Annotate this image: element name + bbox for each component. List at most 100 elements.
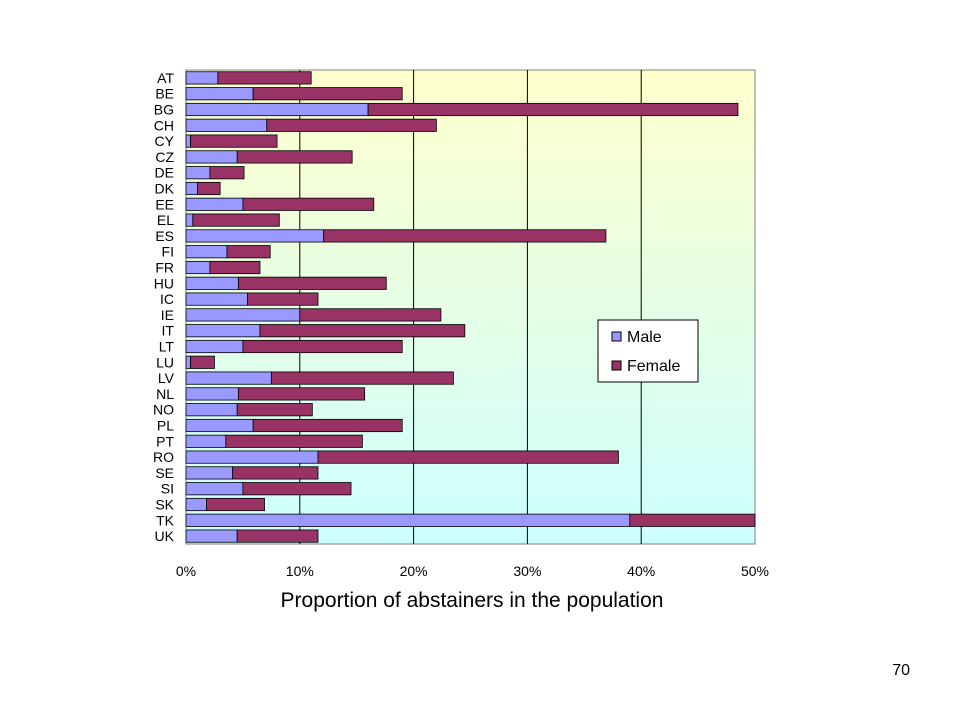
bar-female-ic (247, 292, 319, 306)
x-tick-label: 0% (176, 563, 196, 579)
bar-female-it (259, 324, 466, 338)
bars (185, 71, 756, 543)
category-label-cz: CZ (155, 149, 174, 165)
bar-male-lt (185, 339, 244, 354)
x-tick-label: 40% (627, 563, 655, 579)
bar-female-dk (196, 181, 221, 196)
plot-area (185, 69, 756, 545)
bar-female-es (323, 229, 607, 243)
x-tick-labels: 0% 10% 20% 30% 40% 50% (176, 563, 769, 579)
bar-female-fi (226, 245, 271, 259)
category-label-fr: FR (155, 260, 174, 276)
bar-male-ch (185, 118, 268, 132)
x-tick-label: 20% (400, 563, 428, 579)
category-label-lv: LV (158, 370, 175, 386)
legend-swatch-female (611, 360, 622, 371)
category-label-fi: FI (162, 244, 174, 260)
category-label-uk: UK (155, 528, 175, 544)
bar-male-tk (185, 513, 631, 527)
bar-male-no (185, 403, 238, 417)
category-label-bg: BG (154, 102, 174, 118)
bar-female-si (242, 482, 352, 496)
x-tick-label: 50% (741, 563, 769, 579)
bar-male-ic (185, 292, 248, 306)
bar-male-dk (185, 181, 198, 196)
bar-female-at (217, 71, 312, 85)
bar-male-lu (185, 355, 191, 369)
category-label-de: DE (155, 165, 174, 181)
category-label-ro: RO (153, 449, 174, 465)
bar-male-at (185, 71, 219, 85)
page-number: 70 (892, 662, 910, 679)
bar-female-ee (242, 197, 375, 211)
category-label-es: ES (155, 228, 174, 244)
bar-male-ee (185, 197, 244, 211)
bar-female-be (252, 87, 403, 101)
legend-label-female: Female (627, 358, 680, 375)
category-label-ee: EE (155, 196, 174, 212)
bar-female-fr (209, 260, 261, 275)
category-label-el: EL (157, 212, 174, 228)
bar-female-nl (237, 387, 366, 401)
category-label-tk: TK (156, 512, 175, 528)
bar-male-es (185, 229, 325, 243)
bar-female-ro (317, 450, 619, 464)
category-label-no: NO (153, 402, 174, 418)
bar-male-it (185, 324, 261, 338)
legend: Male Female (597, 319, 699, 383)
category-label-nl: NL (156, 386, 174, 402)
bar-male-pt (185, 434, 227, 448)
bar-male-bg (185, 102, 369, 117)
category-label-ie: IE (161, 307, 174, 323)
bar-female-lu (190, 355, 215, 369)
bar-female-lv (270, 371, 454, 385)
bar-female-de (209, 166, 245, 180)
bar-male-hu (185, 276, 239, 290)
legend-swatch-male (611, 331, 622, 342)
bar-male-fi (185, 245, 228, 259)
bar-female-pl (252, 418, 403, 433)
bar-male-lv (185, 371, 272, 385)
bar-female-uk (236, 529, 319, 543)
category-label-ic: IC (160, 291, 174, 307)
bar-female-hu (237, 276, 387, 290)
category-label-lt: LT (159, 339, 175, 355)
bar-male-ro (185, 450, 319, 464)
bar-male-el (185, 213, 194, 227)
category-label-ch: CH (154, 117, 174, 133)
category-label-si: SI (161, 481, 174, 497)
category-label-it: IT (162, 323, 175, 339)
x-tick-label: 30% (513, 563, 541, 579)
x-axis-title: Proportion of abstainers in the populati… (281, 589, 664, 612)
bar-male-uk (185, 529, 238, 543)
bar-male-sk (185, 497, 207, 512)
bar-female-bg (367, 102, 739, 117)
bar-female-pt (225, 434, 363, 448)
bar-male-ie (185, 308, 301, 322)
bar-male-cz (185, 150, 238, 164)
bar-female-el (192, 213, 280, 227)
category-label-at: AT (157, 70, 174, 86)
category-label-pl: PL (157, 418, 174, 434)
category-label-dk: DK (155, 181, 175, 197)
bar-female-se (232, 466, 319, 480)
bar-female-ie (299, 308, 442, 322)
bar-male-nl (185, 387, 239, 401)
legend-label-male: Male (627, 329, 662, 346)
bar-female-cz (236, 150, 353, 164)
bar-male-pl (185, 418, 254, 433)
bar-male-be (185, 87, 254, 101)
category-label-sk: SK (155, 497, 174, 513)
x-tick-label: 10% (286, 563, 314, 579)
category-labels: ATBEBGCHCYCZDEDKEEELESFIFRHUICIEITLTLULV… (153, 70, 175, 544)
bar-female-cy (190, 134, 278, 148)
category-label-be: BE (155, 86, 174, 102)
legend-box (597, 319, 699, 383)
bar-female-lt (242, 339, 403, 354)
bar-male-de (185, 166, 211, 180)
bar-female-ch (266, 118, 437, 132)
bar-male-cy (185, 134, 191, 148)
category-label-cy: CY (155, 133, 175, 149)
category-label-lu: LU (156, 354, 174, 370)
